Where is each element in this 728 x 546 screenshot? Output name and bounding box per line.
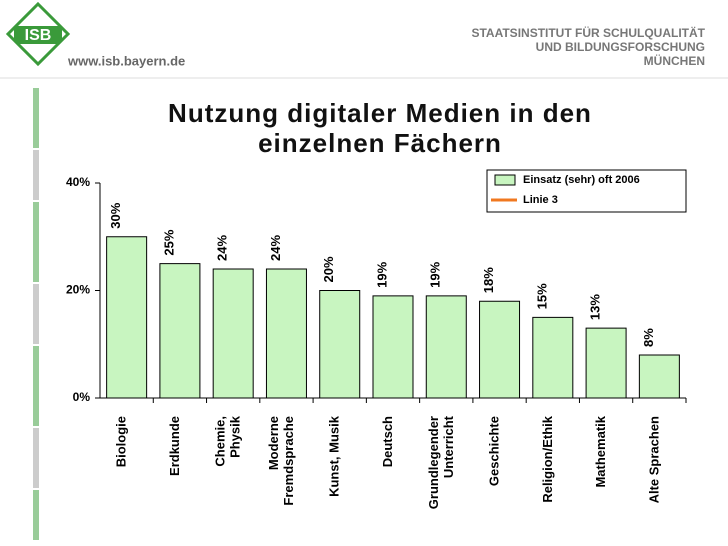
side-segment xyxy=(33,346,39,426)
x-tick-label: Kunst, Musik xyxy=(327,415,342,497)
x-tick-label: Erdkunde xyxy=(167,416,182,476)
y-tick-label: 20% xyxy=(66,283,90,297)
x-tick-label: GrundlegenderUnterricht xyxy=(426,415,456,509)
legend-label: Linie 3 xyxy=(523,194,558,206)
side-decoration xyxy=(33,88,39,540)
bar xyxy=(319,290,361,399)
side-segment xyxy=(33,88,39,148)
x-tick-label: Religion/Ethik xyxy=(540,415,555,502)
value-label: 20% xyxy=(321,256,336,282)
bar xyxy=(638,354,680,399)
institute-line: MÜNCHEN xyxy=(644,53,705,68)
x-tick-label: ModerneFremdsprache xyxy=(266,416,296,506)
url: www.isb.bayern.de xyxy=(67,53,185,68)
bar xyxy=(212,268,254,399)
legend-label: Einsatz (sehr) oft 2006 xyxy=(523,174,640,186)
value-label: 19% xyxy=(374,261,389,287)
bar xyxy=(585,327,627,399)
side-segment xyxy=(33,150,39,200)
side-segment xyxy=(33,284,39,344)
bar xyxy=(265,268,307,399)
legend-box xyxy=(486,169,687,213)
institute-line: UND BILDUNGSFORSCHUNG xyxy=(536,40,705,54)
x-tick-label: Chemie,Physik xyxy=(213,415,243,466)
side-segment xyxy=(33,428,39,488)
y-tick-label: 40% xyxy=(66,175,90,189)
value-label: 24% xyxy=(215,235,230,261)
x-tick-label: Mathematik xyxy=(594,415,609,487)
institute-line: STAATSINSTITUT FÜR SCHULQUALITÄT xyxy=(471,25,705,40)
x-tick-label: Geschichte xyxy=(487,416,502,486)
bar xyxy=(479,300,521,399)
bar xyxy=(532,316,574,399)
y-tick-label: 0% xyxy=(73,390,91,404)
bar xyxy=(159,263,201,399)
side-segment xyxy=(33,490,39,540)
value-label: 25% xyxy=(161,229,176,255)
value-label: 8% xyxy=(641,328,656,347)
bar xyxy=(106,236,148,399)
x-tick-label: Biologie xyxy=(114,416,129,467)
logo-text: ISB xyxy=(25,27,52,44)
value-label: 30% xyxy=(108,202,123,228)
logo: ISB xyxy=(5,1,71,67)
value-label: 18% xyxy=(481,267,496,293)
logo-band xyxy=(14,26,62,44)
bar xyxy=(425,295,467,399)
side-segment xyxy=(33,202,39,282)
x-tick-label: Deutsch xyxy=(380,416,395,467)
value-label: 19% xyxy=(428,261,443,287)
legend-swatch xyxy=(494,174,516,186)
value-label: 13% xyxy=(588,294,603,320)
value-label: 15% xyxy=(534,283,549,309)
value-label: 24% xyxy=(268,235,283,261)
chart-title: Nutzung digitaler Medien in den einzelnen… xyxy=(168,98,592,158)
bar xyxy=(372,295,414,399)
x-tick-label: Alte Sprachen xyxy=(647,416,662,503)
